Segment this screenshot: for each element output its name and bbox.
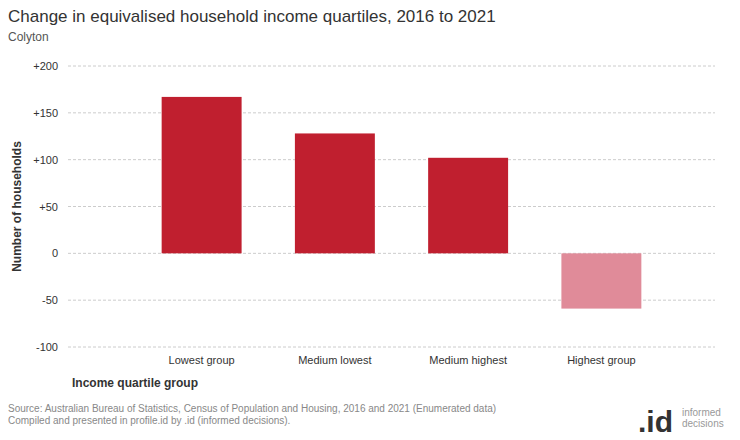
x-tick-label: Medium highest: [429, 354, 507, 366]
logo-text: decisions: [682, 418, 724, 429]
y-tick-label: 0: [52, 247, 58, 259]
x-tick-label: Medium lowest: [298, 354, 371, 366]
grid-line: [68, 66, 715, 67]
x-tick-label: Lowest group: [169, 354, 235, 366]
y-tick-label: +100: [33, 154, 58, 166]
chart: Change in equivalised household income q…: [0, 0, 740, 440]
x-axis-label: Income quartile group: [72, 376, 198, 390]
source: Source: Australian Bureau of Statistics,…: [8, 403, 496, 414]
x-tick-label: Highest group: [567, 354, 636, 366]
grid: [68, 66, 715, 347]
bar: [561, 253, 641, 308]
bar: [162, 97, 242, 253]
title: Change in equivalised household income q…: [8, 7, 496, 26]
y-axis-label: Number of households: [10, 141, 24, 272]
y-tick-label: +200: [33, 60, 58, 72]
y-tick-label: +50: [39, 201, 58, 213]
bar: [295, 133, 375, 253]
y-tick-label: +150: [33, 107, 58, 119]
grid-line: [68, 347, 715, 348]
bars: [162, 97, 642, 309]
logo-text: informed: [682, 407, 721, 418]
logo-mark: .id: [638, 405, 673, 438]
y-tick-label: -50: [42, 294, 58, 306]
subtitle: Colyton: [8, 30, 49, 44]
source: Compiled and presented in profile.id by …: [8, 415, 290, 426]
y-tick-label: -100: [36, 341, 58, 353]
bar: [428, 158, 508, 254]
